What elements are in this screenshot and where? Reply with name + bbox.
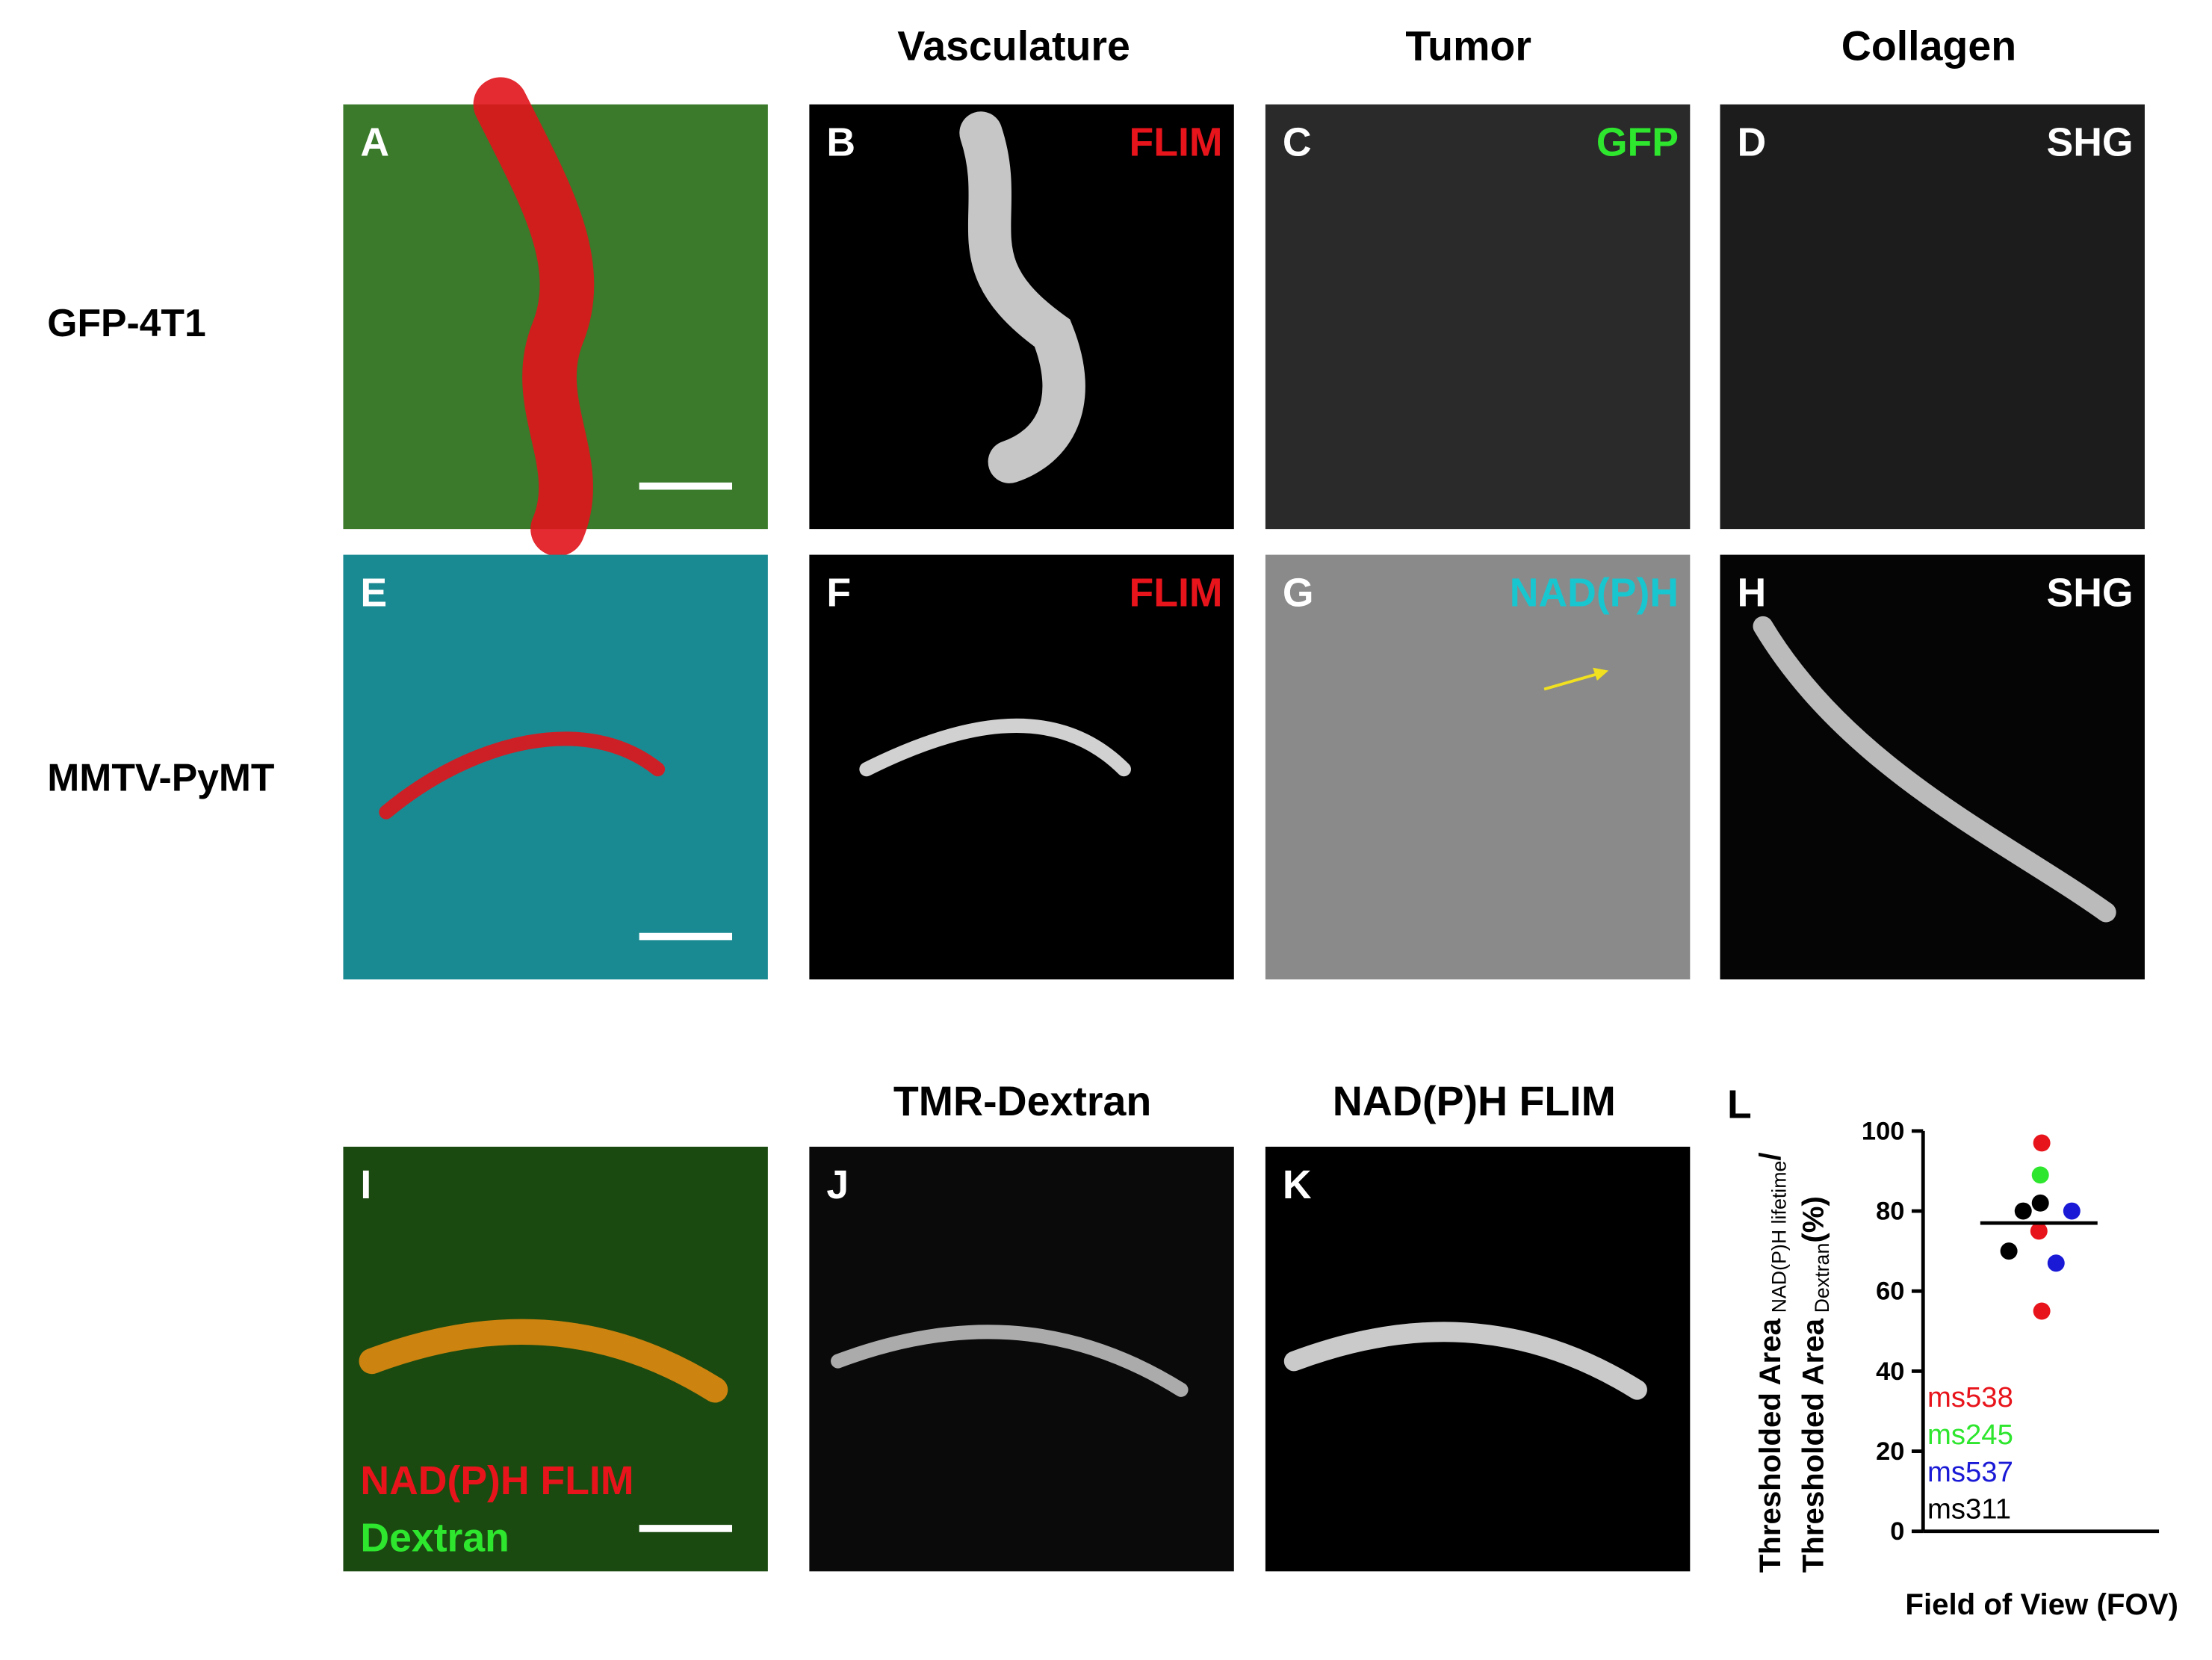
y-label-sub: Dextran: [1811, 1243, 1833, 1313]
panel-letter: I: [360, 1162, 371, 1207]
structure: [379, 731, 666, 820]
panel-label: Dextran: [360, 1516, 509, 1561]
structure: [859, 718, 1131, 777]
panel-letter: J: [826, 1162, 849, 1207]
y-tick-label: 60: [1876, 1277, 1904, 1306]
panel-letter: E: [360, 570, 387, 615]
y-label-sub: NAD(P)H lifetime: [1768, 1161, 1791, 1313]
y-tick-label: 0: [1890, 1517, 1904, 1546]
panel-label: FLIM: [1129, 120, 1222, 165]
y-axis-label: Thresholded Area Dextran(%): [1796, 1196, 1833, 1573]
panel-label: NAD(P)H FLIM: [360, 1458, 633, 1503]
column-header: TMR-Dextran: [893, 1078, 1151, 1124]
panel-label: SHG: [2047, 570, 2134, 615]
panel-letter: K: [1283, 1162, 1312, 1207]
column-header: NAD(P)H FLIM: [1333, 1078, 1616, 1124]
legend-entry: ms245: [1927, 1419, 2013, 1451]
panel-letter: C: [1283, 120, 1312, 165]
legend-entry: ms537: [1927, 1456, 2013, 1488]
data-point: [2033, 1302, 2051, 1320]
row-label: MMTV-PyMT: [47, 755, 274, 799]
panel-label: SHG: [2047, 120, 2134, 165]
data-point: [2014, 1202, 2032, 1220]
image-panel: [343, 554, 768, 979]
arrow: [1543, 670, 1605, 691]
legend-entry: ms538: [1927, 1381, 2013, 1413]
column-header: Tumor: [1405, 22, 1531, 69]
y-label-suffix: /: [1753, 1152, 1787, 1160]
y-axis-label: Thresholded Area NAD(P)H lifetime/: [1753, 1152, 1791, 1573]
image-panel: [1265, 104, 1691, 530]
image-panel: [1265, 554, 1691, 979]
data-point: [2031, 1194, 2049, 1212]
structure: [1753, 616, 2116, 923]
column-header: Collagen: [1841, 22, 2016, 69]
panel-label: FLIM: [1129, 570, 1222, 615]
column-header: Vasculature: [897, 22, 1130, 69]
y-label-text: Thresholded Area: [1796, 1318, 1830, 1573]
panel-letter: B: [826, 120, 855, 165]
data-point: [2047, 1254, 2065, 1272]
data-point: [2030, 1222, 2048, 1240]
image-panel: [809, 1146, 1234, 1572]
data-point: [2000, 1242, 2018, 1260]
structure: [473, 77, 595, 557]
panel-letter: H: [1737, 570, 1766, 615]
structure: [1283, 1322, 1647, 1400]
panel-label: GFP: [1596, 120, 1679, 165]
panel-letter: A: [360, 120, 389, 165]
legend-entry: ms311: [1927, 1493, 2011, 1526]
data-point: [2031, 1166, 2049, 1184]
panel-label: NAD(P)H: [1510, 570, 1679, 615]
image-panel: [1720, 554, 2145, 979]
y-tick-label: 20: [1876, 1437, 1904, 1466]
y-tick-label: 80: [1876, 1198, 1904, 1226]
y-tick-label: 40: [1876, 1357, 1904, 1386]
structure: [831, 1325, 1189, 1397]
row-label: GFP-4T1: [47, 301, 205, 344]
y-label-text: Thresholded Area: [1753, 1318, 1787, 1573]
image-panel: [1265, 1146, 1691, 1572]
panel-letter: G: [1283, 570, 1314, 615]
panel-letter: F: [826, 570, 851, 615]
structure: [359, 1319, 728, 1403]
data-point: [2063, 1202, 2081, 1220]
panel-letter: L: [1727, 1083, 1752, 1127]
panel-letter: D: [1737, 120, 1766, 165]
y-tick-label: 100: [1862, 1117, 1904, 1145]
x-axis-label: Field of View (FOV): [1905, 1588, 2178, 1621]
image-panel: [1720, 104, 2145, 530]
arrow-head: [1593, 667, 1609, 681]
data-point: [2033, 1134, 2051, 1152]
y-label-suffix: (%): [1796, 1196, 1830, 1243]
structure: [959, 111, 1085, 483]
